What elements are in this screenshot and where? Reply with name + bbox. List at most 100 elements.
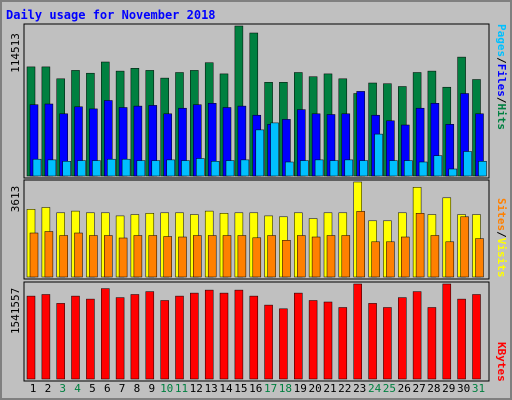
day-label-8: 8 <box>134 382 141 395</box>
day-label-10: 10 <box>160 382 173 395</box>
day-label-19: 19 <box>294 382 307 395</box>
p1-pages-bar-1 <box>32 158 42 177</box>
p2-sites-bar-14 <box>222 235 232 278</box>
p2-sites-bar-12 <box>193 235 202 278</box>
bars-pages-files-hits <box>26 25 487 177</box>
p3-kbytes-bar-29 <box>442 283 452 380</box>
p2-sites-bar-5 <box>89 235 98 278</box>
day-label-12: 12 <box>190 382 203 395</box>
p2-sites-bar-25 <box>386 241 395 278</box>
day-label-22: 22 <box>338 382 351 395</box>
p3-kbytes-bar-18 <box>279 308 288 380</box>
p1-pages-bar-16 <box>255 129 265 177</box>
p2-sites-bar-28 <box>430 235 440 278</box>
p3-kbytes-bar-8 <box>130 294 140 380</box>
p2-sites-bar-10 <box>163 236 172 278</box>
p1-pages-bar-28 <box>433 155 443 177</box>
bars-kbytes <box>26 283 481 380</box>
p1-pages-bar-2 <box>47 159 57 177</box>
p3-kbytes-bar-21 <box>323 301 333 380</box>
p3-kbytes-bar-24 <box>368 303 377 380</box>
p3-kbytes-bar-11 <box>175 295 184 380</box>
p1-pages-bar-3 <box>62 161 71 177</box>
right-label-sites-visits-text: Sites/Visits <box>495 198 508 278</box>
p1-pages-bar-7 <box>121 158 131 177</box>
p1-pages-bar-20 <box>314 159 324 177</box>
p2-sites-bar-11 <box>178 236 187 278</box>
right-bot-label-part-0: KBytes <box>495 342 508 382</box>
y-axis-max-hits: 114513 <box>9 33 22 73</box>
p2-sites-bar-15 <box>237 235 247 278</box>
day-label-29: 29 <box>442 382 455 395</box>
p3-kbytes-bar-22 <box>338 307 348 380</box>
right-mid-label-part-1: / <box>495 231 508 238</box>
p3-kbytes-bar-13 <box>204 289 214 380</box>
p1-pages-bar-19 <box>300 160 309 177</box>
day-label-16: 16 <box>249 382 262 395</box>
p3-kbytes-bar-9 <box>145 291 155 380</box>
right-top-label-part-1: / <box>495 57 508 64</box>
p1-pages-bar-13 <box>210 161 220 177</box>
p2-sites-bar-24 <box>371 241 380 278</box>
p2-sites-bar-29 <box>445 241 455 278</box>
day-label-28: 28 <box>427 382 440 395</box>
p1-pages-bar-10 <box>166 159 175 177</box>
p3-kbytes-bar-2 <box>41 294 51 380</box>
p1-pages-bar-11 <box>181 160 190 177</box>
right-label-kbytes: KBytes <box>495 342 508 382</box>
bars-sites-visits <box>26 181 484 278</box>
day-label-20: 20 <box>308 382 321 395</box>
day-label-5: 5 <box>89 382 96 395</box>
day-label-2: 2 <box>45 382 52 395</box>
p3-kbytes-bar-17 <box>264 304 273 380</box>
p1-pages-bar-26 <box>404 160 413 177</box>
right-top-label-part-0: Pages <box>495 24 508 57</box>
p2-sites-bar-23 <box>356 211 365 278</box>
p1-pages-bar-12 <box>196 158 205 177</box>
day-label-3: 3 <box>59 382 66 395</box>
p2-sites-bar-26 <box>401 236 410 278</box>
p3-kbytes-bar-16 <box>249 295 259 380</box>
p1-pages-bar-30 <box>463 151 472 177</box>
p3-kbytes-bar-5 <box>86 298 95 380</box>
p1-pages-bar-18 <box>285 161 294 177</box>
day-label-30: 30 <box>457 382 470 395</box>
day-label-15: 15 <box>234 382 247 395</box>
p3-kbytes-bar-4 <box>71 295 80 380</box>
p1-files-bar-29 <box>445 124 455 177</box>
right-top-label-part-4: Hits <box>495 104 508 131</box>
p2-sites-bar-22 <box>341 235 351 278</box>
p1-pages-bar-29 <box>448 168 458 177</box>
p2-sites-bar-17 <box>267 235 276 278</box>
p3-kbytes-bar-1 <box>26 295 36 380</box>
y-axis-max-kbytes: 1541557 <box>9 288 22 334</box>
p1-pages-bar-17 <box>270 122 279 177</box>
p2-sites-bar-3 <box>59 235 68 278</box>
p1-pages-bar-23 <box>359 160 368 177</box>
p1-pages-bar-21 <box>329 160 339 177</box>
p1-pages-bar-27 <box>418 161 428 177</box>
p3-kbytes-bar-15 <box>234 289 244 380</box>
p2-sites-bar-13 <box>207 235 217 278</box>
p2-sites-bar-20 <box>311 236 321 278</box>
p2-sites-bar-7 <box>118 237 128 278</box>
p2-sites-bar-9 <box>148 235 158 278</box>
p3-kbytes-bar-25 <box>383 307 392 380</box>
p3-kbytes-bar-26 <box>398 297 407 380</box>
chart-title: Daily usage for November 2018 <box>6 8 216 22</box>
p3-kbytes-bar-19 <box>294 292 303 380</box>
day-label-31: 31 <box>472 382 485 395</box>
x-axis-day-labels: 1 2 3 4 5 6 7 8 9 10 11 12 13 14 15 16 17 18 19 20 21 22 23 24 2… <box>30 382 485 395</box>
right-mid-label-part-0: Sites <box>495 198 508 231</box>
right-mid-label-part-2: Visits <box>495 238 508 278</box>
p3-kbytes-bar-20 <box>308 300 318 380</box>
p3-kbytes-bar-10 <box>160 300 169 380</box>
p3-kbytes-bar-6 <box>101 288 110 380</box>
p2-sites-bar-8 <box>133 235 143 278</box>
p3-kbytes-bar-14 <box>219 292 229 380</box>
p1-pages-bar-31 <box>478 161 487 177</box>
p1-pages-bar-4 <box>77 160 86 177</box>
p1-pages-bar-24 <box>374 133 383 177</box>
